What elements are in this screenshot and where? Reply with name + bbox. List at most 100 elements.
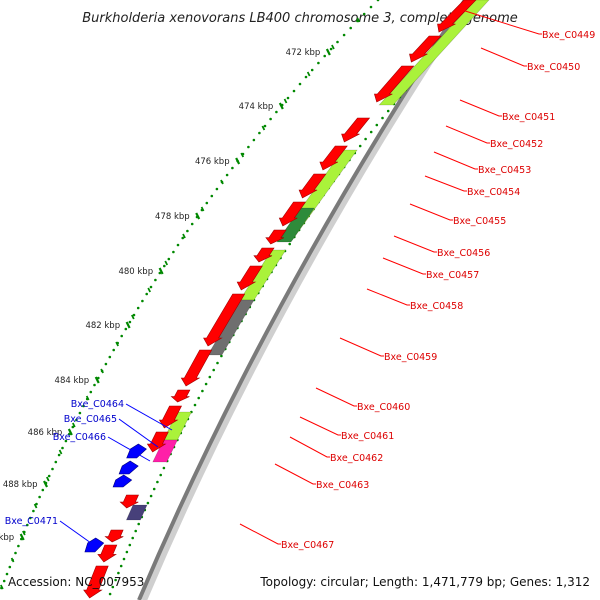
- forward-callout-line: [424, 175, 467, 192]
- forward-callout-line: [445, 125, 490, 144]
- forward-callout-line: [315, 387, 357, 407]
- inner-dot: [159, 473, 162, 477]
- ruler-dot: [263, 124, 267, 128]
- ruler-tick: [94, 376, 100, 384]
- ruler-track: [0, 0, 380, 590]
- ruler-minor-tick: [85, 395, 90, 401]
- ruler-minor-tick: [147, 287, 151, 293]
- ruler-tick: [278, 102, 284, 110]
- ruler-dot: [163, 264, 166, 268]
- ruler-dot: [64, 439, 68, 443]
- genome-summary: Topology: circular; Length: 1,471,779 bp…: [259, 575, 590, 589]
- ruler-dot: [369, 5, 373, 9]
- ruler-tick: [43, 480, 48, 488]
- forward-callout-line: [339, 337, 384, 357]
- forward-callout-line: [274, 463, 316, 485]
- inner-dot: [386, 109, 390, 113]
- ruler-minor-tick: [46, 476, 50, 482]
- ruler-dot: [154, 278, 157, 282]
- ruler-dot: [71, 425, 75, 429]
- forward-gene-label: Bxe_C0463: [316, 480, 369, 491]
- inner-dot: [369, 130, 373, 134]
- ruler-dot: [112, 348, 115, 352]
- ruler-label: 480 kbp: [118, 267, 153, 277]
- forward-callout-line: [382, 257, 426, 275]
- ruler-dot: [89, 390, 93, 394]
- inner-dot: [149, 494, 153, 498]
- ruler-dot: [75, 418, 78, 422]
- backbone: [137, 0, 467, 600]
- ruler-label: 476 kbp: [195, 157, 230, 167]
- ruler-tick: [325, 48, 331, 56]
- ruler-label: 478 kbp: [155, 212, 190, 222]
- reverse-gene-arrow: [126, 443, 147, 459]
- backbone-shadow: [139, 0, 473, 600]
- map-title: Burkholderia xenovorans LB400 chromosome…: [82, 11, 518, 26]
- ruler-dot: [38, 495, 41, 499]
- ruler-dot: [258, 131, 261, 135]
- ruler-dot: [108, 355, 112, 359]
- ruler-tick: [19, 533, 25, 541]
- inner-dot: [193, 403, 197, 407]
- ruler-dot: [8, 565, 12, 569]
- ruler-minor-tick: [240, 152, 245, 158]
- inner-dot: [358, 144, 362, 148]
- forward-gene-arrow: [97, 544, 118, 563]
- forward-callout-line: [480, 47, 527, 67]
- inner-dot: [137, 522, 140, 526]
- ruler-tick: [67, 428, 73, 436]
- forward-callout-line: [289, 436, 330, 458]
- inner-dot: [114, 578, 117, 582]
- ruler-dot: [136, 306, 140, 310]
- forward-gene-arrow: [119, 494, 139, 509]
- reverse-callout-line: [107, 436, 151, 462]
- reverse-gene-label: Bxe_C0471: [5, 516, 58, 527]
- ruler-minor-tick: [356, 17, 361, 23]
- ruler-dot: [190, 222, 194, 226]
- ruler-label: 490 kbp: [0, 533, 14, 543]
- ruler-dot: [231, 166, 234, 170]
- inner-dot: [212, 368, 215, 372]
- ruler-dot: [275, 110, 278, 114]
- feature-band: [152, 439, 178, 463]
- ruler-tick: [158, 267, 164, 275]
- ruler-minor-tick: [220, 179, 224, 185]
- inner-dot: [119, 564, 123, 568]
- ruler-dot: [51, 467, 54, 471]
- reverse-gene-label: Bxe_C0464: [71, 399, 124, 410]
- reverse-callout-line: [125, 403, 173, 431]
- ruler-dot: [186, 229, 189, 233]
- inner-dot: [201, 389, 204, 393]
- forward-callout-line: [459, 99, 502, 117]
- forward-gene-label: Bxe_C0450: [527, 62, 580, 73]
- forward-gene-arrow: [409, 35, 442, 63]
- ruler-dot: [2, 579, 6, 583]
- inner-dot: [162, 466, 166, 470]
- ruler-dot: [349, 26, 353, 30]
- forward-gene-arrow: [319, 145, 348, 171]
- ruler-dot: [176, 243, 180, 247]
- ruler-minor-tick: [22, 530, 26, 536]
- forward-gene-label: Bxe_C0457: [426, 270, 479, 281]
- ruler-dot: [29, 516, 32, 520]
- ruler-dot: [247, 145, 250, 149]
- ruler-dot: [104, 362, 108, 366]
- inner-dot: [122, 557, 126, 561]
- ruler-minor-tick: [58, 449, 63, 455]
- accession-label: Accession: NC_007953: [8, 575, 144, 589]
- ruler-dot: [57, 453, 61, 457]
- ruler-ticks: [0, 17, 361, 590]
- forward-gene-label: Bxe_C0452: [490, 139, 543, 150]
- ruler-dot: [47, 474, 51, 478]
- ruler-minor-tick: [306, 71, 311, 77]
- inner-dot: [364, 137, 367, 141]
- forward-gene-arrow: [265, 229, 287, 245]
- ruler-minor-tick: [0, 584, 4, 590]
- ruler-dot: [78, 411, 82, 415]
- inner-dot: [208, 375, 212, 379]
- ruler-dot: [149, 285, 153, 289]
- ruler-dot: [304, 75, 308, 79]
- ruler-dot: [61, 446, 64, 450]
